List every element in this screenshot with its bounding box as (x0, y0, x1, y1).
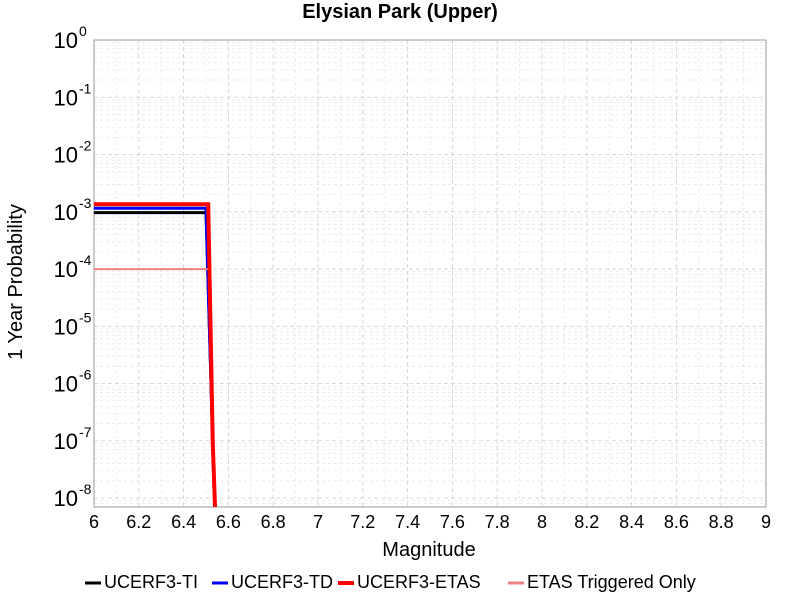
chart-title: Elysian Park (Upper) (302, 1, 498, 23)
grid (93, 39, 767, 508)
legend-label: UCERF3-TD (231, 572, 333, 592)
y-tick-base: 10 (54, 314, 78, 339)
y-axis-label: 1 Year Probability (5, 204, 27, 360)
series-line-3 (94, 202, 217, 508)
y-tick-label: 10 -2 (54, 138, 92, 168)
x-tick-label: 8.4 (619, 512, 644, 532)
legend-item: UCERF3-ETAS (338, 572, 481, 592)
y-tick-base: 10 (54, 143, 78, 168)
legend: UCERF3-TI UCERF3-TD UCERF3-ETAS ETAS Trigge… (85, 572, 696, 592)
series-line-1 (94, 211, 217, 508)
y-tick-exponent: -7 (79, 424, 92, 440)
y-tick-base: 10 (54, 28, 78, 53)
x-tick-label: 8 (537, 512, 547, 532)
y-tick-exponent: -6 (79, 367, 92, 383)
x-tick-label: 6.2 (126, 512, 151, 532)
y-tick-exponent: -8 (79, 481, 92, 497)
x-tick-label: 6.6 (216, 512, 241, 532)
x-tick-label: 9 (761, 512, 771, 532)
legend-label: UCERF3-TI (104, 572, 198, 592)
x-tick-label: 8.8 (709, 512, 734, 532)
x-tick-label: 6.8 (261, 512, 286, 532)
y-tick-base: 10 (54, 486, 78, 511)
y-tick-label: 10 -5 (54, 309, 92, 339)
y-tick-exponent: -4 (79, 252, 92, 268)
legend-item: ETAS Triggered Only (508, 572, 696, 592)
x-axis-label: Magnitude (382, 539, 475, 561)
x-tick-label: 6.4 (171, 512, 196, 532)
legend-item: UCERF3-TI (85, 572, 198, 592)
y-tick-base: 10 (54, 429, 78, 454)
series-layer (94, 202, 217, 508)
y-tick-label: 10 -1 (54, 80, 92, 110)
x-axis-ticks: 6 6.2 6.4 6.6 6.8 7 7.2 7.4 7.6 7.8 8 8.2 8.4 8.6 8.8 9 (89, 512, 771, 532)
y-tick-label: 10 -8 (54, 481, 92, 511)
y-tick-exponent: -3 (79, 195, 92, 211)
x-tick-label: 7.8 (485, 512, 510, 532)
y-tick-exponent: -2 (79, 138, 92, 154)
legend-item: UCERF3-TD (212, 572, 333, 592)
x-tick-label: 7.4 (395, 512, 420, 532)
y-tick-label: 10 -3 (54, 195, 92, 225)
x-tick-label: 8.2 (574, 512, 599, 532)
y-tick-base: 10 (54, 85, 78, 110)
y-tick-base: 10 (54, 200, 78, 225)
y-tick-base: 10 (54, 372, 78, 397)
x-tick-label: 8.6 (664, 512, 689, 532)
x-tick-label: 7 (313, 512, 323, 532)
legend-label: ETAS Triggered Only (527, 572, 696, 592)
y-tick-base: 10 (54, 257, 78, 282)
y-tick-exponent: -5 (79, 309, 92, 325)
plot-area (93, 39, 767, 508)
y-tick-label: 10 -4 (54, 252, 92, 282)
y-tick-label: 10 -6 (54, 367, 92, 397)
y-tick-exponent: 0 (79, 23, 87, 39)
legend-label: UCERF3-ETAS (357, 572, 481, 592)
x-tick-label: 6 (89, 512, 99, 532)
y-tick-exponent: -1 (79, 80, 92, 96)
x-tick-label: 7.6 (440, 512, 465, 532)
y-tick-label: 10 -7 (54, 424, 92, 454)
x-tick-label: 7.2 (350, 512, 375, 532)
series-line-2 (94, 206, 217, 508)
y-tick-label: 10 0 (54, 23, 87, 53)
